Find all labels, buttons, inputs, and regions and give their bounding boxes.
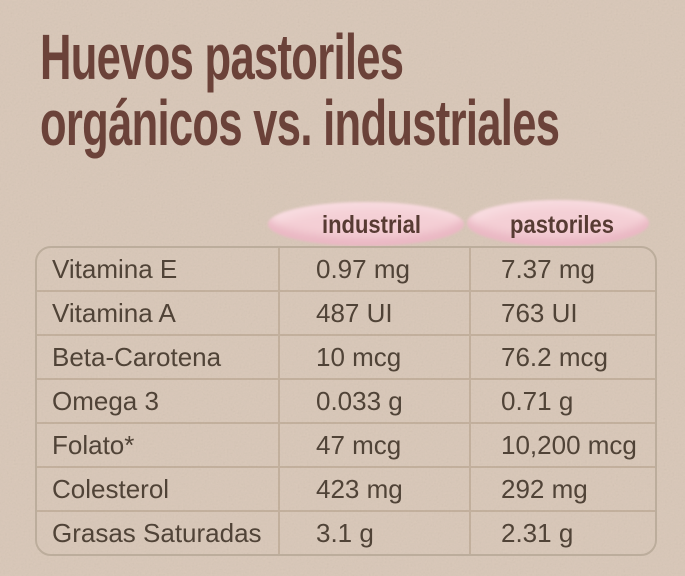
table-row: Vitamina E 0.97 mg 7.37 mg: [37, 248, 655, 290]
page-title: Huevos pastoriles orgánicos vs. industri…: [40, 21, 560, 159]
cell-pastoriles: 76.2 mcg: [469, 336, 655, 378]
table-row: Beta-Carotena 10 mcg 76.2 mcg: [37, 334, 655, 378]
row-label: Folato*: [52, 429, 135, 460]
cell-pastoriles: 0.71 g: [469, 380, 655, 422]
cell-industrial: 10 mcg: [278, 336, 469, 378]
row-label: Beta-Carotena: [52, 341, 222, 372]
page-title-line-2: orgánicos vs. industriales: [40, 87, 560, 159]
table-row: Omega 3 0.033 g 0.71 g: [37, 378, 655, 422]
cell-pastoriles: 2.31 g: [469, 512, 655, 554]
row-label: Colesterol: [52, 473, 170, 504]
cell-industrial: 423 mg: [278, 468, 469, 510]
row-label: Vitamina A: [52, 297, 176, 328]
cell-industrial: 0.033 g: [278, 380, 469, 422]
column-header-industrial: industrial: [321, 211, 421, 239]
cell-industrial: 3.1 g: [278, 512, 469, 554]
cell-pastoriles: 10,200 mcg: [469, 424, 655, 466]
table-row: Vitamina A 487 UI 763 UI: [37, 290, 655, 334]
highlight-oval-pastoriles: [467, 200, 649, 246]
page-title-line-1: Huevos pastoriles: [40, 21, 404, 93]
table-row: Grasas Saturadas 3.1 g 2.31 g: [37, 510, 655, 554]
cell-pastoriles: 7.37 mg: [469, 248, 655, 290]
cell-industrial: 0.97 mg: [278, 248, 469, 290]
cell-pastoriles: 292 mg: [469, 468, 655, 510]
cell-industrial: 487 UI: [278, 292, 469, 334]
row-label: Vitamina E: [52, 253, 178, 284]
row-label: Omega 3: [52, 385, 159, 416]
cell-industrial: 47 mcg: [278, 424, 469, 466]
comparison-table: Vitamina E 0.97 mg 7.37 mg Vitamina A 48…: [35, 246, 657, 556]
table-row: Folato* 47 mcg 10,200 mcg: [37, 422, 655, 466]
row-label: Grasas Saturadas: [52, 517, 262, 548]
cell-pastoriles: 763 UI: [469, 292, 655, 334]
highlight-oval-industrial: [268, 202, 464, 246]
column-header-pastoriles: pastoriles: [510, 211, 614, 239]
table-row: Colesterol 423 mg 292 mg: [37, 466, 655, 510]
